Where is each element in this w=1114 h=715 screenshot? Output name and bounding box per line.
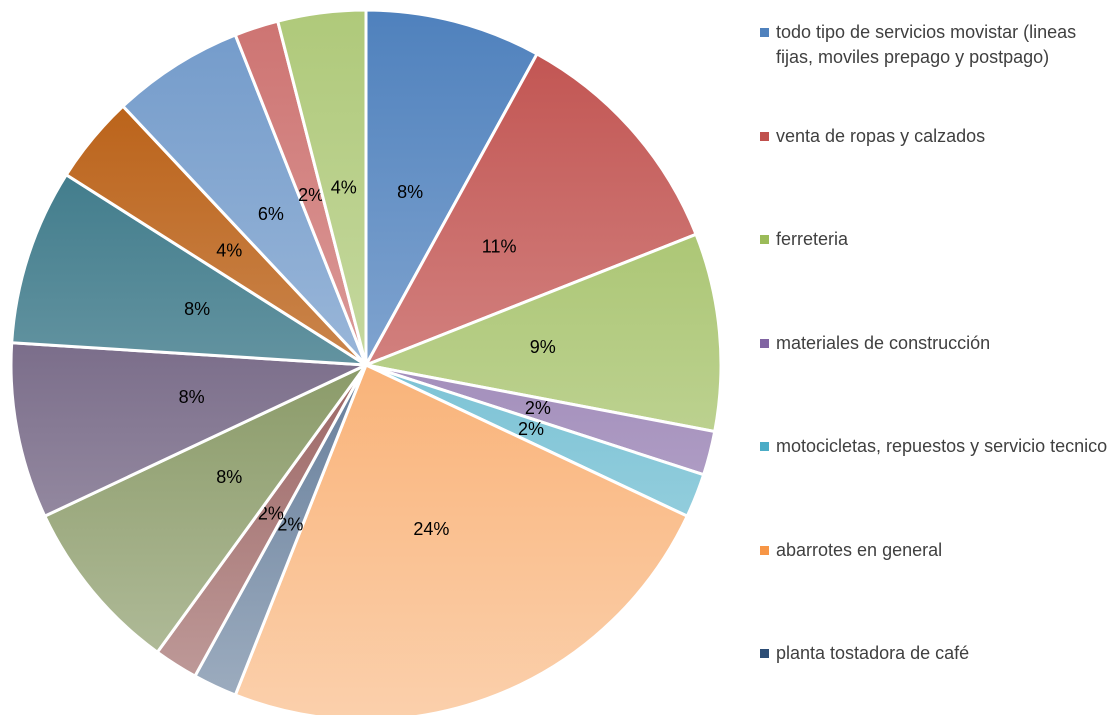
legend-label: planta tostadora de café [776,643,970,663]
legend-entry: materiales de construcción [760,331,1110,356]
pie-slice [233,362,690,715]
data-label: 8% [184,299,210,319]
legend-entry: venta de ropas y calzados [760,124,1110,149]
pie-slice [362,51,699,368]
legend-entry: motocicletas, repuestos y servicio tecni… [760,434,1110,459]
pie-slice [360,232,723,434]
legend-swatch [760,338,769,348]
pie-slice [10,172,367,367]
data-label: 2% [277,514,303,534]
legend-swatch [760,649,769,658]
pie-slice [9,341,367,519]
pie-slice [275,8,368,366]
pie-slice [42,363,368,655]
data-label: 2% [258,504,284,524]
legend-swatch [760,28,769,37]
pie-slice [120,32,368,367]
data-label: 4% [331,178,357,198]
legend-entry: ferreteria [760,227,1110,252]
data-label: 2% [525,398,551,418]
data-label: 11% [482,236,517,256]
data-label: 8% [216,467,242,487]
legend-label: motocicletas, repuestos y servicio tecni… [776,436,1108,456]
legend-swatch [760,235,769,244]
legend-swatch [760,442,769,451]
data-label: 24% [413,519,449,539]
legend-label: abarrotes en general [776,539,943,560]
legend-label: todo tipo de servicios movistar (lineas … [776,22,1077,67]
legend-label: ferreteria [776,229,849,249]
data-label: 2% [298,185,324,205]
pie-slice [364,8,540,366]
legend-label: materiales de construcción [776,332,991,353]
pie-area: 8%11%9%2%2%24%2%2%8%8%8%4%6%2% 4% [9,8,723,715]
legend-entry: todo tipo de servicios movistar (lineas … [760,20,1110,70]
legend-entry: planta tostadora de café [760,641,1110,666]
legend-entry: abarrotes en general [760,538,1110,563]
data-label: 8% [179,387,205,407]
data-label: 6% [258,204,284,224]
legend-swatch [760,545,769,555]
legend-label: venta de ropas y calzados [776,125,986,146]
data-label: 9% [530,337,556,357]
data-label: 8% [397,182,423,202]
legend-swatch [760,131,769,141]
data-label: 4% [216,241,242,261]
data-label: 2% [518,419,544,439]
